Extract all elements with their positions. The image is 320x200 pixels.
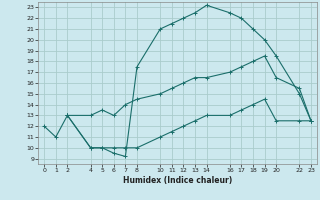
X-axis label: Humidex (Indice chaleur): Humidex (Indice chaleur) [123,176,232,185]
